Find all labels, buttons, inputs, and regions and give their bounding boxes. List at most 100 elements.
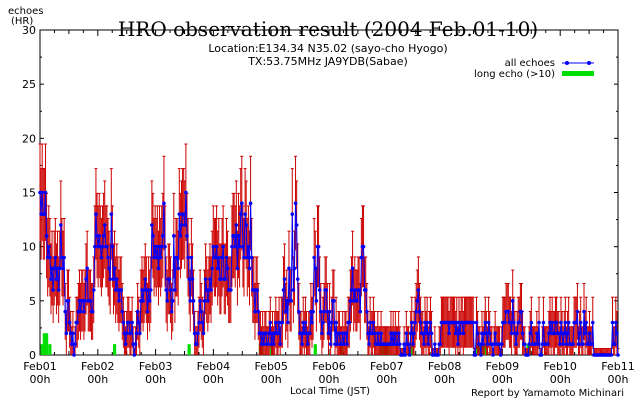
all-echoes-point-191 <box>247 266 252 271</box>
legend-label-all-echoes: all echoes <box>505 58 555 69</box>
x-tick-label-3: Feb04 <box>197 360 230 373</box>
all-echoes-point-235 <box>295 277 300 281</box>
all-echoes-point-162 <box>215 266 220 271</box>
x-tick-label-5: Feb06 <box>312 360 345 373</box>
all-echoes-point-478 <box>562 331 567 336</box>
all-echoes-point-341 <box>412 331 416 336</box>
all-echoes-point-238 <box>299 331 303 336</box>
all-echoes-point-139 <box>190 277 195 281</box>
all-echoes-point-249 <box>311 309 315 314</box>
x-tick-sublabel-2: 00h <box>145 373 166 386</box>
x-tick-sublabel-4: 00h <box>261 373 282 386</box>
all-echoes-point-13 <box>52 266 57 271</box>
all-echoes-point-356 <box>428 320 433 325</box>
y-tick-label-0: 0 <box>29 349 36 362</box>
all-echoes-point-255 <box>317 288 322 292</box>
all-echoes-point-445 <box>526 353 530 357</box>
all-echoes-point-59 <box>102 223 107 227</box>
all-echoes-point-86 <box>132 353 137 357</box>
all-echoes-point-258 <box>321 320 325 325</box>
all-echoes-point-363 <box>436 353 440 357</box>
all-echoes-point-169 <box>223 277 228 281</box>
all-echoes-point-471 <box>554 320 559 325</box>
all-echoes-point-146 <box>198 299 202 303</box>
all-echoes-point-186 <box>242 255 246 260</box>
all-echoes-point-360 <box>433 342 437 346</box>
long-echo-bar-9 <box>48 344 52 355</box>
all-echoes-point-196 <box>253 309 257 314</box>
all-echoes-point-115 <box>164 288 168 292</box>
all-echoes-point-167 <box>221 244 225 249</box>
all-echoes-point-293 <box>359 255 364 260</box>
y-axis-label-line1: echoes <box>8 6 43 17</box>
all-echoes-point-252 <box>314 299 319 303</box>
all-echoes-point-459 <box>541 320 546 325</box>
all-echoes-point-155 <box>208 277 212 281</box>
all-echoes-point-421 <box>499 342 504 346</box>
all-echoes-point-475 <box>559 320 563 325</box>
long-echo-bar-136 <box>187 344 191 355</box>
all-echoes-point-14 <box>53 255 58 260</box>
all-echoes-point-234 <box>294 223 299 227</box>
all-echoes-point-75 <box>120 309 125 314</box>
all-echoes-point-480 <box>564 342 569 346</box>
x-tick-label-4: Feb05 <box>254 360 287 373</box>
all-echoes-point-72 <box>117 299 121 303</box>
all-echoes-point-37 <box>78 309 83 314</box>
all-echoes-point-233 <box>293 201 298 206</box>
all-echoes-point-91 <box>138 331 142 336</box>
all-echoes-point-344 <box>415 299 420 303</box>
all-echoes-point-222 <box>281 288 286 292</box>
all-echoes-point-352 <box>424 331 428 336</box>
all-echoes-point-89 <box>135 309 140 314</box>
all-echoes-point-259 <box>322 309 326 314</box>
all-echoes-point-157 <box>210 266 214 271</box>
all-echoes-point-406 <box>483 320 488 325</box>
all-echoes-point-521 <box>609 353 614 357</box>
all-echoes-point-12 <box>51 288 55 292</box>
all-echoes-point-496 <box>582 309 586 314</box>
y-tick-label-2: 10 <box>22 241 36 254</box>
all-echoes-point-295 <box>361 244 366 249</box>
all-echoes-point-110 <box>158 255 163 260</box>
y-tick-label-6: 30 <box>22 24 36 37</box>
all-echoes-point-266 <box>329 320 334 325</box>
all-echoes-point-332 <box>402 342 406 346</box>
all-echoes-point-129 <box>179 223 184 227</box>
all-echoes-point-271 <box>335 342 340 346</box>
all-echoes-point-158 <box>211 244 216 249</box>
x-tick-sublabel-6: 00h <box>376 373 397 386</box>
all-echoes-point-261 <box>324 288 329 292</box>
all-echoes-point-100 <box>147 299 152 303</box>
all-echoes-point-51 <box>94 212 98 216</box>
all-echoes-point-128 <box>178 234 183 238</box>
all-echoes-point-64 <box>108 277 112 281</box>
all-echoes-point-407 <box>484 331 489 336</box>
all-echoes-point-308 <box>376 331 380 336</box>
x-tick-sublabel-3: 00h <box>203 373 224 386</box>
all-echoes-point-111 <box>159 244 164 249</box>
all-echoes-point-357 <box>429 331 434 336</box>
all-echoes-point-32 <box>73 342 77 346</box>
all-echoes-point-170 <box>224 255 229 260</box>
all-echoes-point-280 <box>345 342 349 346</box>
all-echoes-point-337 <box>407 353 412 357</box>
all-echoes-point-225 <box>284 299 289 303</box>
legend-marker-all-echoes-1 <box>565 61 569 65</box>
all-echoes-point-90 <box>136 320 141 325</box>
all-echoes-point-192 <box>248 201 253 206</box>
all-echoes-point-397 <box>473 353 478 357</box>
all-echoes-point-264 <box>327 309 332 314</box>
all-echoes-point-171 <box>225 266 230 271</box>
all-echoes-point-46 <box>88 299 93 303</box>
all-echoes-point-112 <box>161 234 165 238</box>
all-echoes-point-122 <box>172 234 176 238</box>
all-echoes-point-527 <box>616 353 620 357</box>
all-echoes-point-525 <box>614 320 618 325</box>
all-echoes-point-151 <box>203 277 208 281</box>
all-echoes-point-251 <box>313 266 318 271</box>
x-tick-label-9: Feb10 <box>543 360 576 373</box>
all-echoes-point-482 <box>566 320 571 325</box>
x-tick-label-10: Feb11 <box>601 360 634 373</box>
all-echoes-point-287 <box>352 288 357 292</box>
